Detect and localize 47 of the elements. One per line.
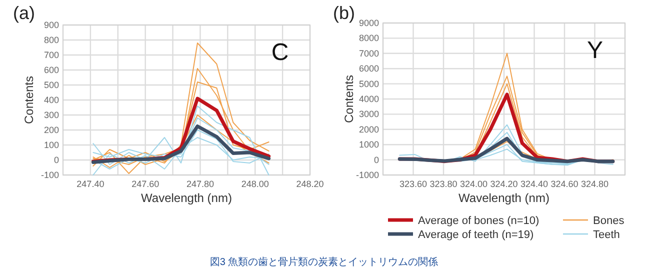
y-tick-label: -1000 [356, 170, 379, 180]
x-tick-label: 324.60 [550, 179, 578, 189]
x-tick-label: 323.60 [399, 179, 428, 189]
x-tick-label: 323.80 [430, 179, 458, 189]
x-axis-title: Wavelength (nm) [141, 191, 232, 205]
y-tick-label: 400 [44, 95, 59, 105]
y-tick-label: 500 [44, 80, 59, 90]
y-tick-label: 4000 [358, 94, 379, 104]
x-tick-label: 248.00 [241, 179, 269, 189]
y-axis-title: Contents [342, 74, 356, 124]
y-tick-label: 0 [54, 155, 59, 165]
y-tick-label: -100 [40, 170, 59, 180]
y-tick-label: 5000 [358, 78, 379, 89]
y-tick-label: 3000 [358, 109, 379, 120]
y-tick-label: 700 [44, 50, 59, 60]
legend-label: Average of bones (n=10) [418, 215, 540, 227]
y-tick-label: 0 [374, 154, 379, 165]
legend-label: Bones [593, 215, 625, 227]
y-tick-label: 7000 [358, 48, 379, 58]
y-tick-label: 2000 [358, 124, 379, 134]
x-tick-label: 324.20 [490, 179, 518, 189]
x-tick-label: 247.80 [186, 179, 214, 189]
annotation: C [271, 39, 289, 66]
caption: 図3 魚類の歯と骨片類の炭素とイットリウムの関係 [210, 256, 438, 268]
y-tick-label: 200 [44, 125, 59, 135]
legend-label: Teeth [593, 229, 620, 241]
x-tick-label: 248.20 [296, 179, 324, 189]
y-tick-label: 900 [44, 20, 59, 30]
y-tick-label: 600 [44, 65, 59, 75]
x-tick-label: 324.40 [520, 179, 548, 189]
y-tick-label: 100 [44, 140, 59, 150]
legend-label: Average of teeth (n=19) [418, 229, 534, 241]
x-axis-title: Wavelength (nm) [458, 191, 550, 205]
x-tick-label: 324.80 [580, 179, 609, 189]
y-tick-label: 8000 [358, 33, 379, 44]
y-tick-label: 300 [44, 110, 59, 120]
y-axis-title: Contents [22, 76, 36, 124]
y-tick-label: 6000 [358, 64, 379, 74]
y-tick-label: 9000 [358, 18, 379, 28]
annotation: Y [586, 37, 604, 64]
chart-title: (a) [13, 3, 35, 23]
chart-title: (b) [333, 3, 355, 23]
x-tick-label: 247.60 [132, 179, 160, 189]
y-tick-label: 1000 [358, 140, 379, 150]
x-tick-label: 247.40 [76, 179, 104, 189]
x-tick-label: 324.00 [460, 179, 488, 189]
y-tick-label: 800 [44, 35, 59, 45]
